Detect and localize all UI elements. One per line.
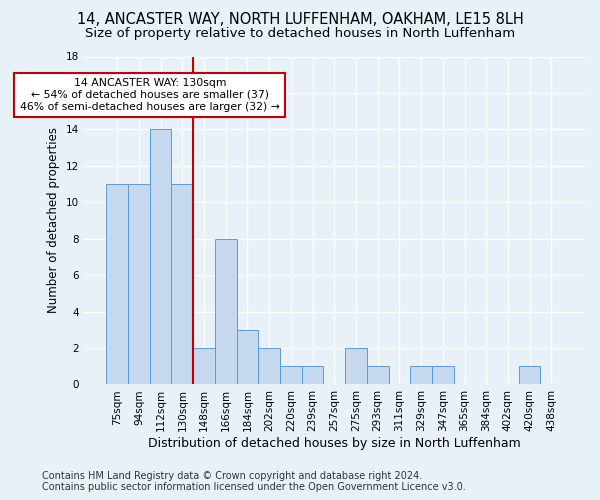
- Bar: [128, 184, 150, 384]
- Bar: [236, 330, 258, 384]
- Text: Size of property relative to detached houses in North Luffenham: Size of property relative to detached ho…: [85, 28, 515, 40]
- Bar: [302, 366, 323, 384]
- Text: 14 ANCASTER WAY: 130sqm
← 54% of detached houses are smaller (37)
46% of semi-de: 14 ANCASTER WAY: 130sqm ← 54% of detache…: [20, 78, 280, 112]
- Y-axis label: Number of detached properties: Number of detached properties: [47, 128, 60, 314]
- Text: 14, ANCASTER WAY, NORTH LUFFENHAM, OAKHAM, LE15 8LH: 14, ANCASTER WAY, NORTH LUFFENHAM, OAKHA…: [77, 12, 523, 28]
- Bar: [106, 184, 128, 384]
- Bar: [215, 238, 236, 384]
- Bar: [345, 348, 367, 385]
- Bar: [432, 366, 454, 384]
- Bar: [280, 366, 302, 384]
- Bar: [258, 348, 280, 385]
- Bar: [410, 366, 432, 384]
- Text: Contains HM Land Registry data © Crown copyright and database right 2024.
Contai: Contains HM Land Registry data © Crown c…: [42, 471, 466, 492]
- Bar: [172, 184, 193, 384]
- Bar: [367, 366, 389, 384]
- X-axis label: Distribution of detached houses by size in North Luffenham: Distribution of detached houses by size …: [148, 437, 521, 450]
- Bar: [519, 366, 541, 384]
- Bar: [193, 348, 215, 385]
- Bar: [150, 130, 172, 384]
